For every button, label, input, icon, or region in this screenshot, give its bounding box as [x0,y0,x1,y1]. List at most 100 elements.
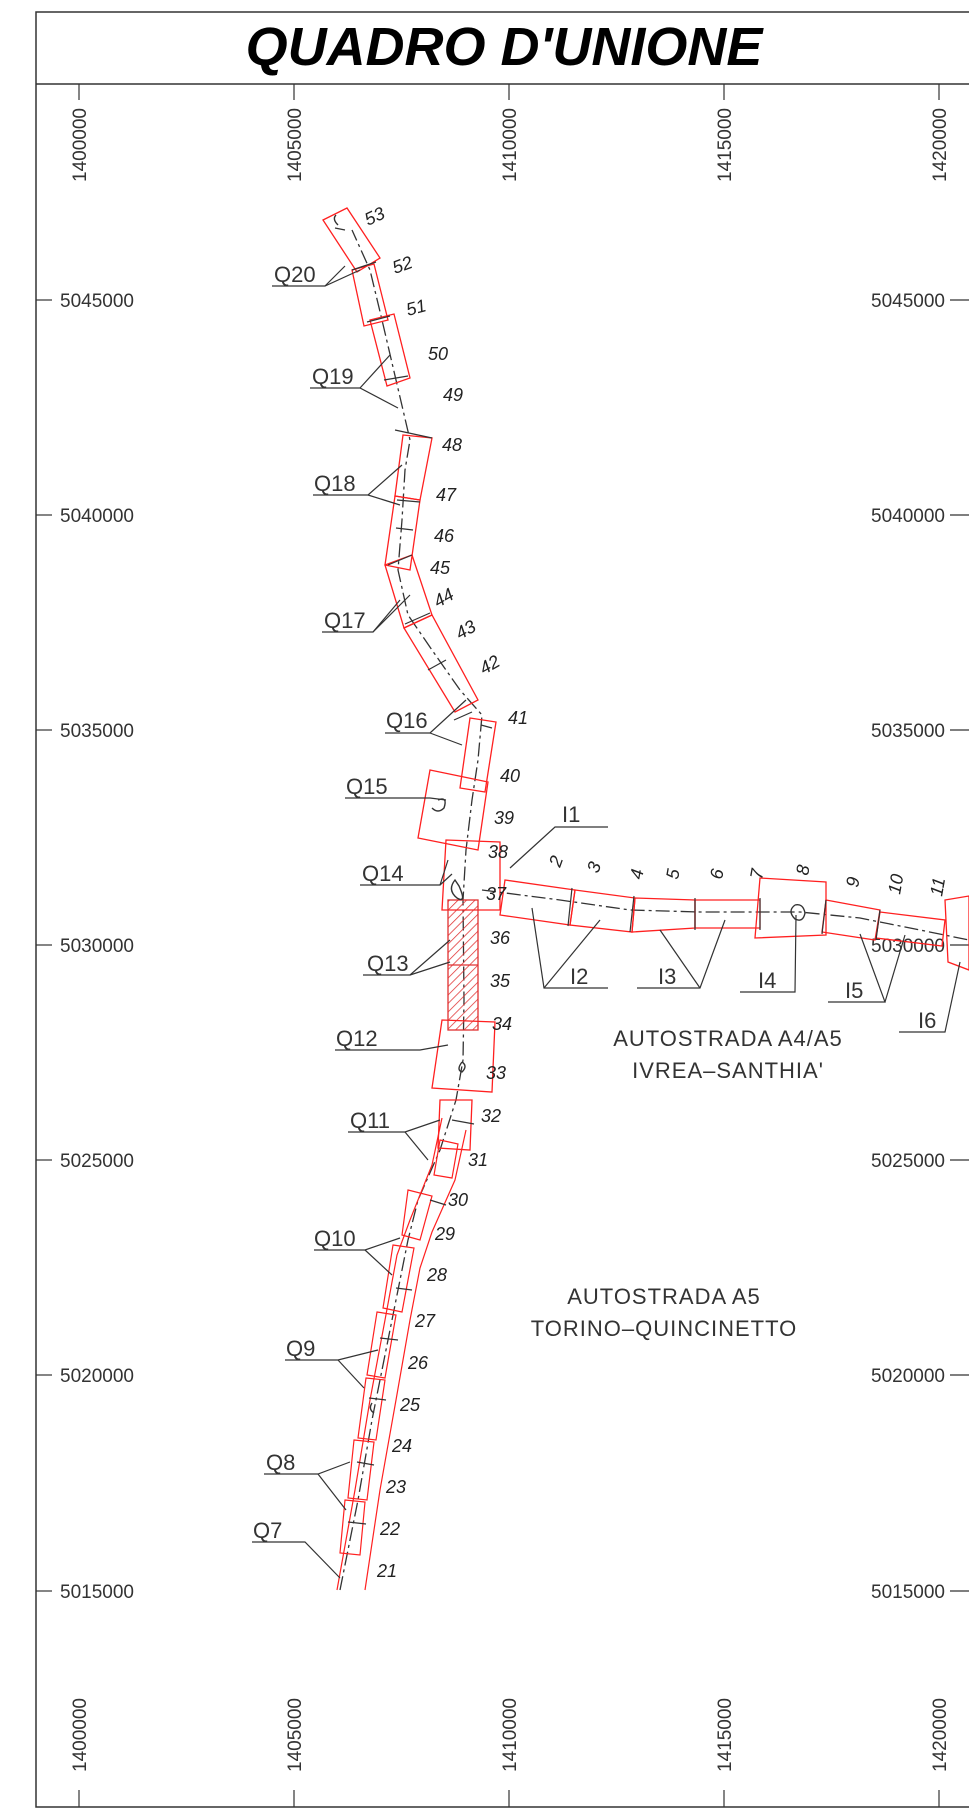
section-number: 25 [399,1395,421,1415]
y-tick-left: 5035000 [60,721,134,742]
section-number: 4 [626,867,647,880]
section-number: 40 [500,766,520,786]
section-number: 49 [443,385,463,405]
section-number: 42 [476,651,503,678]
section-number: 32 [481,1106,501,1126]
x-tick-bottom: 1400000 [70,1698,91,1772]
section-number: 23 [385,1477,406,1497]
sheet-label: I4 [758,968,776,993]
section-number: 52 [390,252,416,278]
x-tick-top: 1415000 [715,108,736,182]
y-tick-right: 5020000 [871,1366,945,1387]
sheet-label: Q8 [266,1450,295,1475]
x-tick-bottom: 1410000 [500,1698,521,1772]
section-ticks-ew [567,887,881,941]
x-tick-bottom: 1420000 [930,1698,951,1772]
map-frame [35,11,969,1808]
sheet-label: Q9 [286,1336,315,1361]
section-number: 26 [407,1353,429,1373]
section-number: 2 [545,853,568,870]
x-tick-top: 1420000 [930,108,951,182]
sheet-label: Q14 [362,861,404,886]
section-number: 5 [662,866,684,880]
map-title: QUADRO D'UNIONE [246,17,765,77]
section-number: 30 [448,1190,468,1210]
section-number: 35 [490,971,511,991]
road-name-a4a5: AUTOSTRADA A4/A5 [613,1026,843,1051]
sheet-outlines-south [339,1139,459,1556]
section-number: 48 [442,435,462,455]
section-number: 50 [428,344,448,364]
section-number: 36 [490,928,511,948]
section-number: 53 [361,203,388,230]
y-tick-right: 5035000 [871,721,945,742]
section-number: 31 [468,1150,488,1170]
section-number: 51 [404,295,429,320]
section-number: 9 [842,875,863,888]
section-ticks-ns [334,227,493,1525]
section-number: 6 [706,866,728,880]
section-numbers: 2 3 4 5 6 7 8 9 10 11 21 22 23 24 25 26 … [361,203,949,1581]
y-tick-left: 5045000 [60,291,134,312]
sheet-labels-i: I1 I2 I3 I4 I5 I6 [562,802,936,1033]
sheet-label: Q16 [386,708,428,733]
x-tick-top: 1405000 [285,108,306,182]
y-tick-right: 5030000 [871,936,945,957]
section-number: 3 [583,859,605,875]
a5-centerline [339,229,483,1591]
sheet-label: Q13 [367,951,409,976]
section-number: 37 [486,884,507,904]
a4a5-centerline [481,889,969,941]
x-axis-bottom [78,1790,940,1807]
y-tick-left: 5040000 [60,506,134,527]
sheet-label: I5 [845,978,863,1003]
sheet-label: Q10 [314,1226,356,1251]
section-number: 45 [430,558,451,578]
road-name-a5-route: TORINO–QUINCINETTO [531,1316,798,1341]
x-tick-bottom: 1405000 [285,1698,306,1772]
sheet-label: Q17 [324,608,366,633]
sheet-label: Q20 [274,262,316,287]
sheet-label: I6 [918,1008,936,1033]
y-axis-ticks [36,299,969,1592]
sheet-outlines-north [322,207,497,793]
section-number: 22 [379,1519,400,1539]
y-tick-left: 5015000 [60,1582,134,1603]
y-tick-right: 5045000 [871,291,945,312]
section-number: 44 [430,584,457,611]
section-number: 27 [414,1311,436,1331]
sheet-label: I3 [658,964,676,989]
section-number: 33 [486,1063,506,1083]
section-number: 43 [452,616,479,643]
section-number: 11 [926,876,949,898]
x-axis-top [78,84,940,100]
y-tick-left: 5025000 [60,1151,134,1172]
a5-edge-right [364,1129,467,1591]
section-number: 38 [488,842,508,862]
sheet-label: Q12 [336,1026,378,1051]
x-tick-bottom: 1415000 [715,1698,736,1772]
x-tick-top: 1410000 [500,108,521,182]
sheet-label: Q11 [350,1108,390,1133]
sheet-label: Q7 [253,1518,282,1543]
y-tick-right: 5040000 [871,506,945,527]
section-number: 7 [746,866,768,880]
x-tick-top: 1400000 [70,108,91,182]
y-tick-left: 5020000 [60,1366,134,1387]
section-number: 28 [426,1265,447,1285]
sheet-label: Q19 [312,364,354,389]
road-name-a4a5-route: IVREA–SANTHIA' [632,1058,824,1083]
section-number: 39 [494,808,514,828]
section-number: 46 [434,526,455,546]
sheet-labels-q: Q7 Q8 Q9 Q10 Q11 Q12 Q13 Q14 Q15 Q16 Q17… [253,262,428,1543]
section-number: 47 [436,485,457,505]
section-number: 24 [391,1436,412,1456]
section-number: 8 [792,863,813,876]
leader-lines [252,265,961,1579]
a5-edge-left [336,1117,443,1591]
y-tick-right: 5025000 [871,1151,945,1172]
section-number: 41 [508,708,528,728]
y-tick-left: 5030000 [60,936,134,957]
sheet-label: I1 [562,802,580,827]
